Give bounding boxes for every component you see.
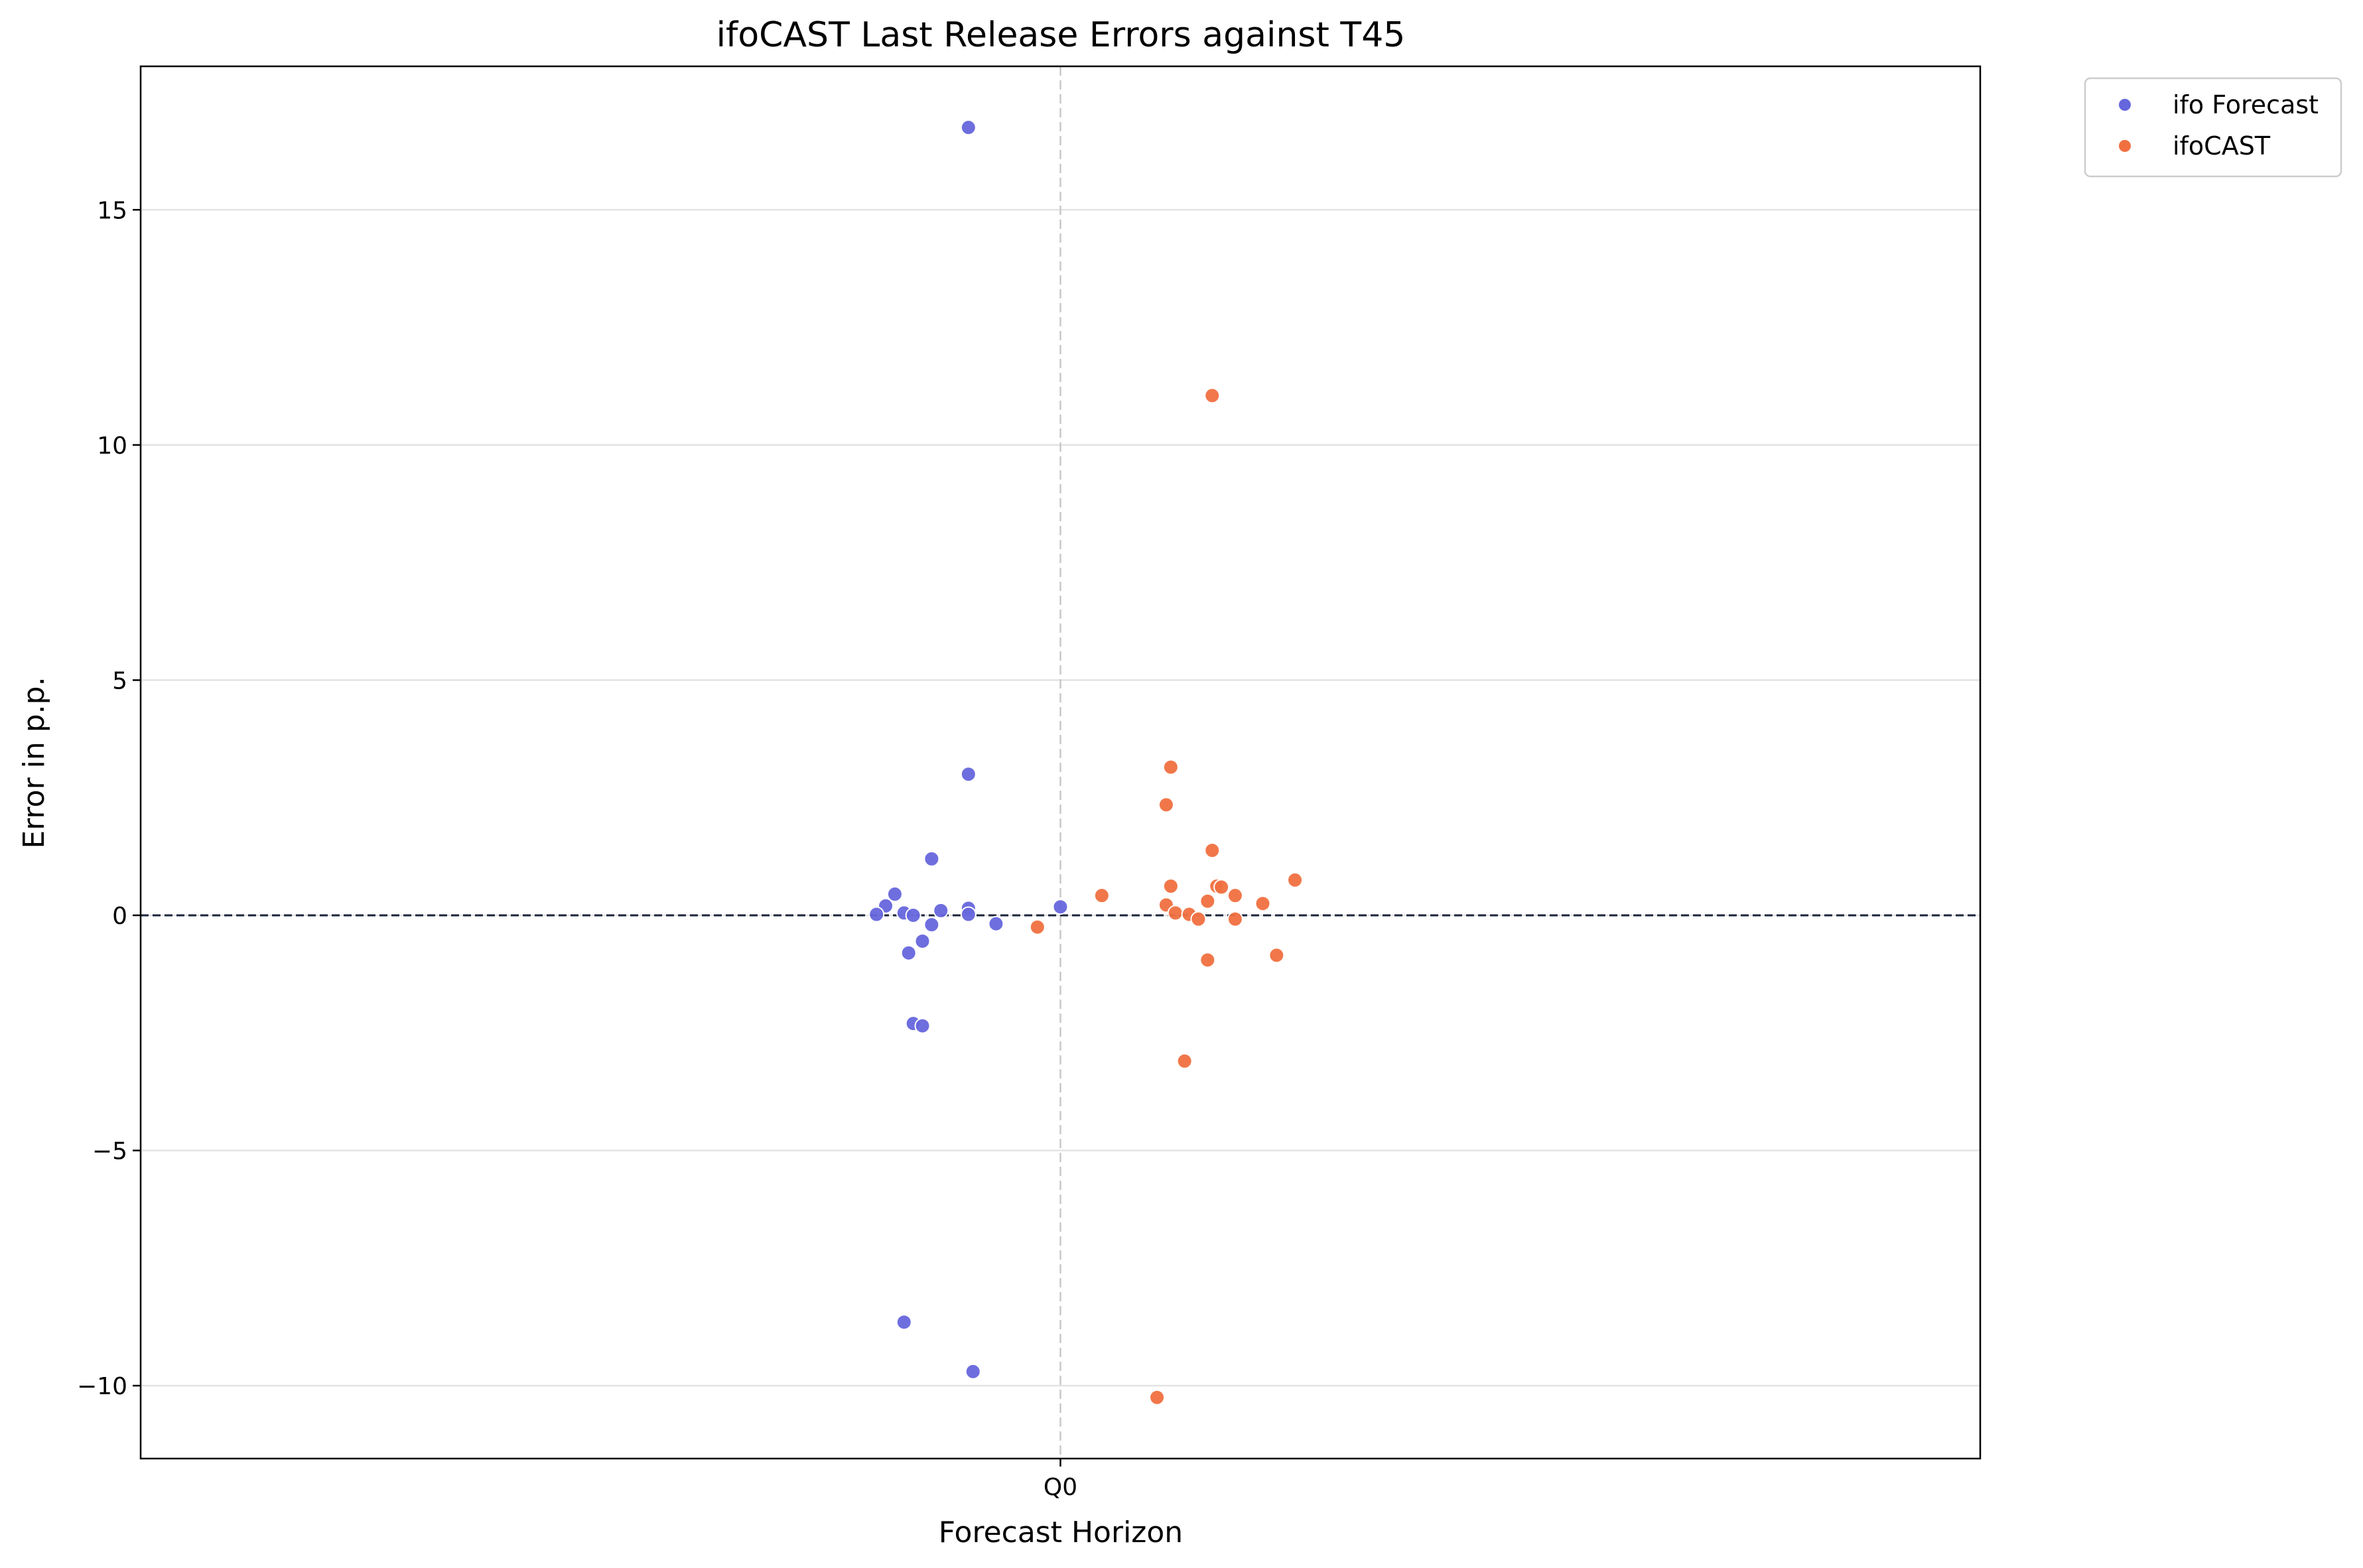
y-tick-label: 0 [112,903,127,930]
x-axis-label: Forecast Horizon [939,1516,1183,1549]
scatter-point [886,886,903,903]
scatter-point [1199,893,1216,909]
scatter-point [896,1314,912,1331]
scatter-point [1213,879,1230,895]
scatter-point [1093,887,1110,904]
scatter-point [960,766,977,783]
scatter-point [923,850,940,867]
x-tick-label: Q0 [1044,1474,1077,1501]
legend: ifo Forecast ifoCAST [2084,77,2342,178]
y-tick-label: −5 [92,1138,127,1165]
data-points [868,119,1304,1405]
scatter-point [905,907,921,923]
scatter-point [914,1017,931,1034]
scatter-point [1204,387,1221,404]
scatter-point [933,902,949,919]
scatter-point [868,906,885,923]
scatter-point [1268,947,1285,964]
scatter-point [1227,911,1243,927]
chart-title: ifoCAST Last Release Errors against T45 [716,15,1406,55]
scatter-point [965,1363,981,1380]
scatter-point [1190,911,1207,927]
scatter-point [1158,797,1174,813]
y-tick-label: 5 [112,667,127,694]
scatter-point [1162,878,1179,894]
x-axis: Q0 [1044,1459,1077,1501]
scatter-point [1287,872,1304,888]
scatter-point [1162,759,1179,775]
scatter-point [960,906,977,923]
reference-lines [141,66,1980,1459]
scatter-point [1227,887,1243,904]
scatter-point [1176,1053,1193,1069]
scatter-point [900,945,917,961]
legend-box [2084,77,2342,178]
scatter-point [1204,842,1221,859]
y-tick-label: 15 [97,197,127,224]
y-tick-label: 10 [97,432,127,460]
scatter-point [988,915,1004,932]
legend-marker [2118,139,2132,153]
scatter-point [1029,919,1046,935]
scatter-point [1149,1389,1166,1405]
y-tick-label: −10 [77,1373,127,1400]
scatter-point [1254,895,1271,912]
scatter-point [923,917,940,933]
y-axis-label: Error in p.p. [17,677,51,848]
scatter-point [1167,905,1183,921]
legend-label: ifo Forecast [2173,90,2319,119]
legend-label: ifoCAST [2173,131,2271,161]
scatter-point [1199,952,1216,968]
plot-area [141,66,1980,1459]
scatter-point [960,119,977,136]
y-axis: −10 −5 0 5 10 15 [77,197,141,1400]
scatter-point [1052,899,1069,915]
scatter-point [914,933,931,949]
legend-marker [2118,98,2132,112]
